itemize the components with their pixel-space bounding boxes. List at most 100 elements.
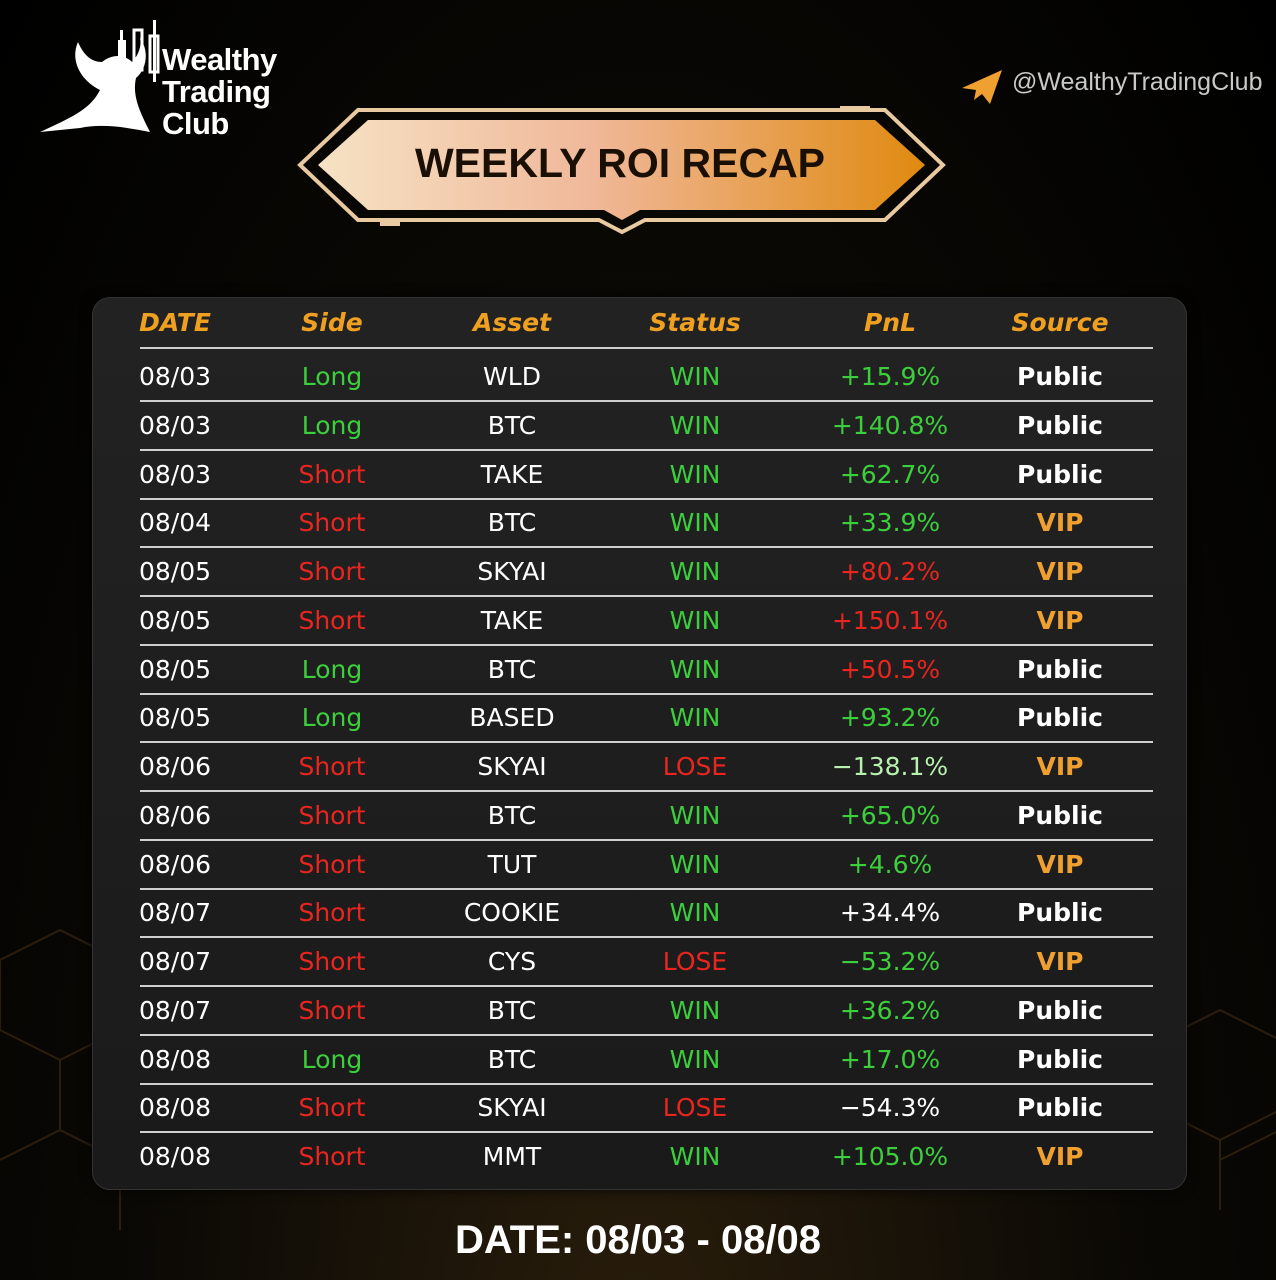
table-cell: 08/07	[138, 995, 212, 1025]
table-cell: TUT	[487, 849, 537, 879]
table: DATE Side Asset Status PnL Source 08/03 Long WLD…	[138, 308, 1153, 1171]
table-cell: Long	[301, 703, 363, 733]
table-cell: WIN	[669, 459, 721, 489]
table-cell: Short	[298, 1142, 366, 1171]
table-cell: BASED	[469, 703, 555, 733]
row-separator	[140, 692, 1153, 695]
table-cell: 08/03	[138, 362, 212, 391]
header-cell: Side	[301, 308, 363, 337]
table-cell: SKYAI	[477, 752, 547, 781]
table-cell: BTC	[487, 800, 537, 830]
table-cell: WIN	[669, 654, 721, 684]
table-cell: Public	[1017, 654, 1103, 684]
row-separator	[140, 643, 1153, 646]
table-cell: Long	[301, 1044, 363, 1074]
table-cell: LOSE	[662, 1093, 728, 1123]
table-cell: WIN	[669, 1142, 721, 1171]
table-cell: 08/06	[138, 800, 212, 830]
table-cell: BTC	[487, 508, 537, 538]
table-cell: +36.2%	[839, 995, 941, 1025]
table-cell: VIP	[1036, 508, 1084, 538]
table-cell: WIN	[669, 849, 721, 879]
table-cell: BTC	[487, 1044, 537, 1074]
table-cell: 08/04	[138, 508, 212, 538]
table-cell: BTC	[487, 995, 537, 1025]
row-separator	[140, 1082, 1153, 1085]
header-cell: Status	[649, 308, 741, 337]
table-cell: Public	[1017, 703, 1103, 733]
table-cell: +34.4%	[839, 898, 941, 928]
table-cell: 08/06	[138, 849, 212, 879]
table-cell: VIP	[1036, 605, 1084, 635]
row-separator	[140, 497, 1153, 500]
table-cell: +105.0%	[831, 1142, 949, 1171]
table-cell: +140.8%	[831, 410, 949, 440]
table-cell: LOSE	[662, 947, 728, 976]
table-cell: MMT	[482, 1142, 542, 1171]
row-separator	[140, 448, 1153, 451]
table-cell: LOSE	[662, 752, 728, 781]
table-cell: WIN	[669, 362, 721, 391]
table-cell: Public	[1017, 800, 1103, 830]
table-cell: Short	[298, 995, 366, 1025]
table-cell: +15.9%	[839, 362, 941, 391]
table-cell: Short	[298, 800, 366, 830]
brand-name: Wealthy Trading Club	[162, 44, 277, 140]
table-cell: Public	[1017, 995, 1103, 1025]
banner-title: WEEKLY ROI RECAP	[414, 140, 826, 186]
table-cell: 08/08	[138, 1142, 212, 1171]
table-cell: Short	[298, 1093, 366, 1123]
row-separator	[140, 1033, 1153, 1036]
table-cell: Short	[298, 605, 366, 635]
brand-line: Wealthy	[162, 42, 277, 77]
row-separator	[140, 400, 1153, 402]
table-cell: Public	[1017, 1093, 1103, 1123]
header-cell: PnL	[863, 308, 917, 337]
table-cell: WIN	[669, 898, 721, 928]
table-cell: 08/08	[138, 1044, 212, 1074]
table-cell: 08/07	[138, 898, 212, 928]
table-cell: SKYAI	[477, 1093, 547, 1123]
table-cell: 08/08	[138, 1093, 212, 1123]
table-cell: Public	[1017, 459, 1103, 489]
table-cell: CYS	[487, 947, 537, 976]
table-cell: WIN	[669, 995, 721, 1025]
table-cell: 08/06	[138, 752, 212, 781]
table-cell: Public	[1017, 410, 1103, 440]
table-cell: WIN	[669, 800, 721, 830]
table-cell: Short	[298, 849, 366, 879]
brand-line: Club	[162, 106, 229, 141]
table-cell: Long	[301, 410, 363, 440]
table-cell: VIP	[1036, 1142, 1084, 1171]
table-cell: Public	[1017, 362, 1103, 391]
telegram-handle: @WealthyTradingClub	[1012, 68, 1263, 96]
row-separator	[140, 741, 1153, 744]
table-cell: WIN	[669, 605, 721, 635]
table-cell: 08/05	[138, 654, 212, 684]
table-cell: +33.9%	[839, 508, 941, 538]
table-cell: +62.7%	[839, 459, 941, 489]
footer-date: DATE: 08/03 - 08/08	[454, 1218, 822, 1262]
table-cell: WIN	[669, 703, 721, 733]
header-cell: DATE	[139, 308, 211, 337]
table-cell: Public	[1017, 1044, 1103, 1074]
table-cell: 08/03	[138, 459, 212, 489]
table-cell: −138.1%	[831, 752, 949, 781]
table-cell: Long	[301, 362, 363, 391]
table-cell: WLD	[483, 362, 541, 391]
table-cell: BTC	[487, 410, 537, 440]
table-cell: COOKIE	[463, 898, 561, 928]
table-cell: Short	[298, 752, 366, 781]
table-cell: Short	[298, 459, 366, 489]
table-cell: TAKE	[480, 605, 544, 635]
table-cell: 08/05	[138, 557, 212, 586]
table-cell: Short	[298, 898, 366, 928]
table-cell: 08/05	[138, 703, 212, 733]
row-separator	[140, 838, 1153, 841]
table-cell: −53.2%	[839, 947, 941, 976]
row-separator	[140, 936, 1153, 939]
table-cell: 08/03	[138, 410, 212, 440]
table-cell: +80.2%	[839, 557, 941, 586]
